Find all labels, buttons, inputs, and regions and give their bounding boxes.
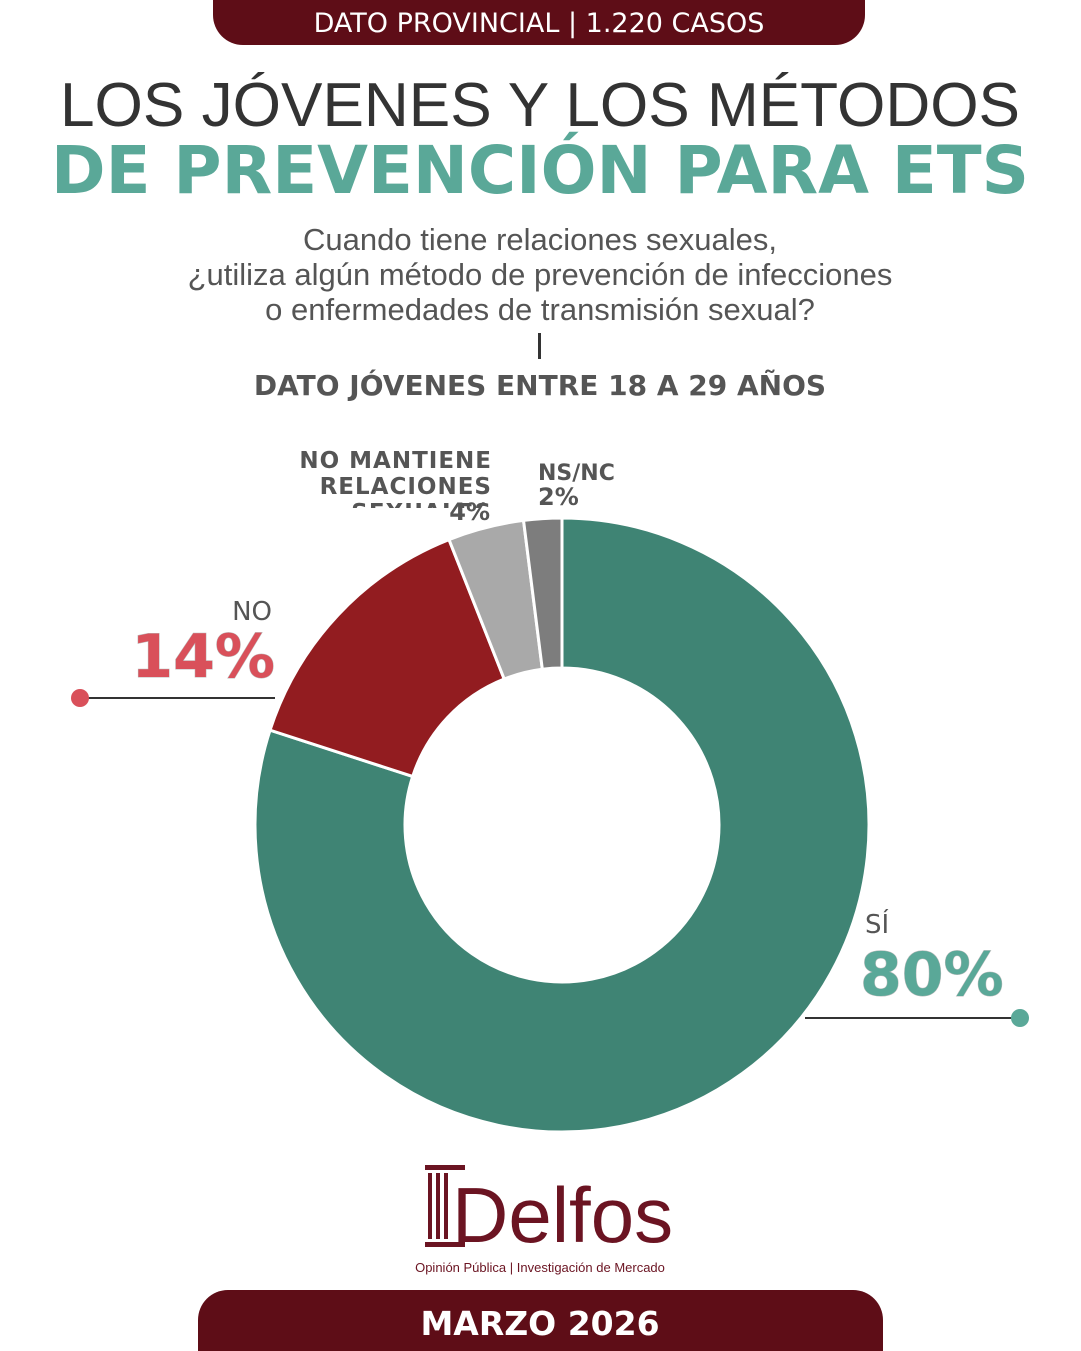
category-label: NO: [232, 597, 272, 627]
leader-dot: [71, 689, 89, 707]
category-label: NS/NC: [538, 461, 615, 486]
slice: [268, 537, 507, 779]
tagline: Opinión Pública | Investigación de Merca…: [415, 1260, 665, 1275]
question-line: ¿utiliza algún método de prevención de i…: [188, 257, 893, 292]
footer: MARZO 2026: [420, 1304, 659, 1343]
category-label: SÍ: [865, 908, 889, 940]
leader-dot: [1011, 1009, 1029, 1027]
title-line: LOS JÓVENES Y LOS MÉTODOS: [60, 71, 1020, 140]
footer-banner: [198, 1290, 883, 1351]
divider: [538, 333, 541, 359]
category-label: NO MANTIENE RELACIONES SEXUALES: [299, 448, 492, 508]
value-label: 2%: [538, 483, 579, 511]
title-line: DE PREVENCIÓN PARA ETS: [51, 132, 1029, 209]
value-label: 14%: [131, 622, 275, 692]
header-banner: [213, 0, 865, 45]
value-label: 4%: [449, 498, 490, 526]
header: DATO PROVINCIAL | 1.220 CASOS: [314, 8, 765, 39]
slice: [253, 516, 871, 1134]
slice: [521, 516, 564, 671]
question-line: Cuando tiene relaciones sexuales,: [303, 222, 777, 257]
logo: Delfos: [452, 1171, 673, 1259]
category-label-box: NO MANTIENE RELACIONES SEXUALES: [299, 448, 492, 508]
subtitle: DATO JÓVENES ENTRE 18 A 29 AÑOS: [254, 368, 826, 402]
logo-icon: [425, 1165, 465, 1247]
question-line: o enfermedades de transmisión sexual?: [265, 292, 815, 327]
value-label: 80%: [860, 940, 1004, 1010]
